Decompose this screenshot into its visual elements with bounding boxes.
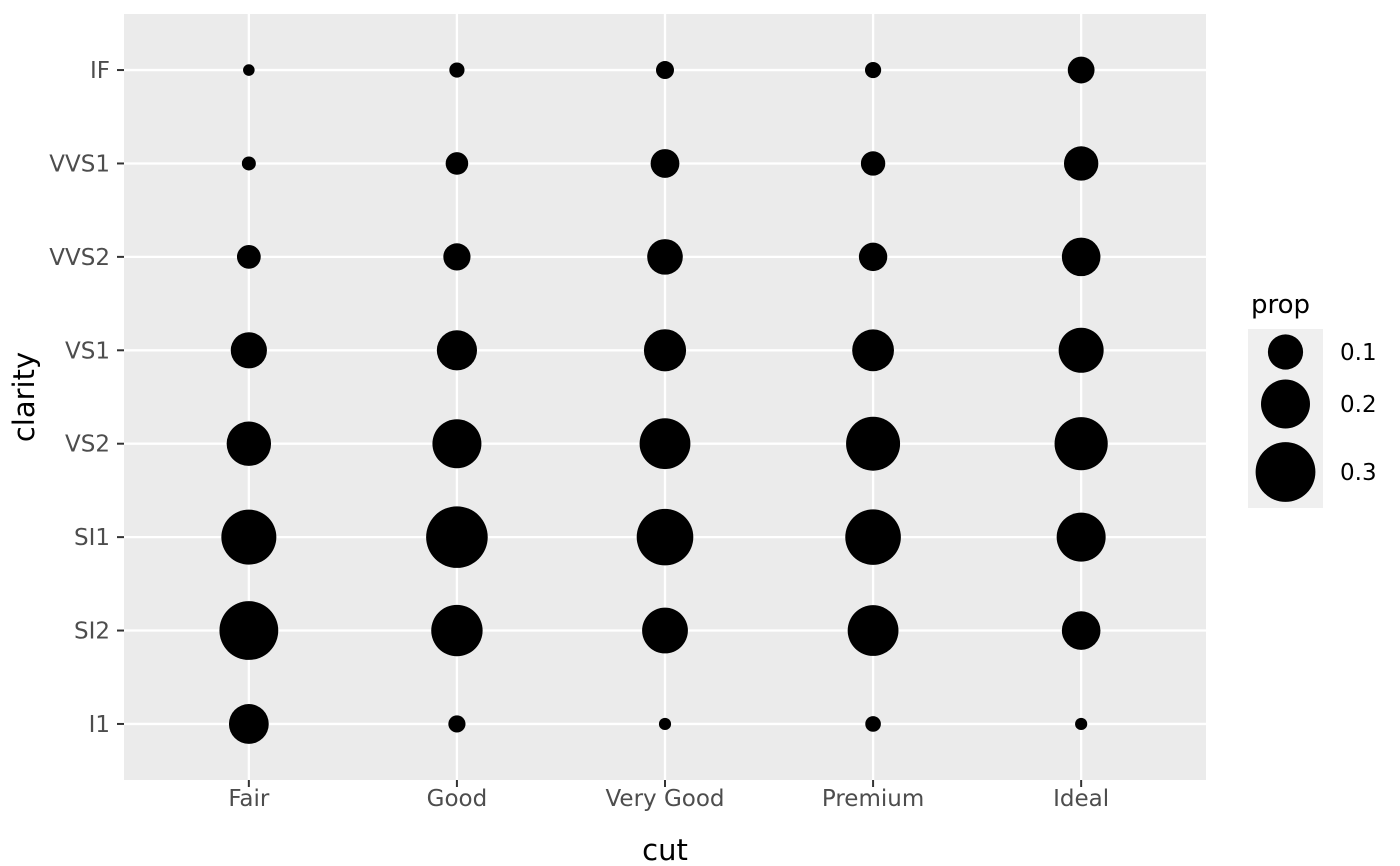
- legend-key-circle-0.2: [1261, 379, 1310, 429]
- bubble-VS1-Good: [436, 330, 478, 371]
- bubble-VVS1-Premium: [860, 151, 886, 176]
- bubble-I1-Premium: [865, 716, 881, 732]
- bubble-SI2-Ideal: [1061, 611, 1101, 650]
- bubble-VS2-Premium: [846, 416, 901, 471]
- y-axis-title: clarity: [7, 352, 41, 442]
- y-tick-label-si2: SI2: [74, 619, 110, 645]
- y-tick-label-vs1: VS1: [65, 338, 110, 364]
- bubble-SI1-Good: [426, 506, 488, 568]
- bubble-VS2-Fair: [226, 421, 272, 466]
- bubble-SI2-Very Good: [642, 607, 688, 654]
- x-tick-label-very-good: Very Good: [605, 786, 724, 812]
- bubble-SI2-Fair: [219, 601, 279, 660]
- bubble-VVS1-Very Good: [650, 149, 680, 178]
- x-axis-title: cut: [642, 833, 688, 866]
- bubble-VVS2-Very Good: [647, 239, 683, 275]
- y-tick-label-i1: I1: [89, 712, 110, 738]
- bubble-VVS2-Ideal: [1061, 237, 1101, 277]
- bubble-VVS2-Fair: [236, 244, 261, 269]
- y-tick-label-vs2: VS2: [65, 432, 110, 458]
- bubble-VS2-Good: [432, 419, 482, 469]
- bubble-VVS2-Good: [443, 243, 471, 271]
- bubble-I1-Very Good: [658, 717, 672, 731]
- bubble-SI1-Ideal: [1056, 512, 1106, 562]
- bubble-SI1-Premium: [845, 509, 901, 565]
- bubble-VS1-Ideal: [1058, 327, 1104, 373]
- bubble-VVS2-Premium: [858, 242, 888, 272]
- x-tick-label-fair: Fair: [228, 786, 270, 812]
- bubble-I1-Ideal: [1075, 717, 1088, 731]
- y-tick-label-vvs1: VVS1: [49, 151, 110, 177]
- legend-entry-label-0.1: 0.1: [1340, 340, 1377, 366]
- y-tick-label-si1: SI1: [74, 525, 110, 551]
- bubble-VS1-Premium: [852, 329, 894, 372]
- bubble-I1-Fair: [228, 704, 269, 744]
- bubble-SI1-Fair: [221, 509, 277, 565]
- bubble-VS1-Very Good: [643, 329, 687, 372]
- y-tick-label-if: IF: [90, 58, 110, 84]
- bubble-VVS1-Good: [445, 152, 469, 175]
- bubble-IF-Premium: [864, 61, 882, 79]
- x-tick-label-good: Good: [427, 786, 488, 812]
- bubble-I1-Good: [448, 715, 466, 733]
- bubble-IF-Very Good: [656, 61, 674, 80]
- legend-title: prop: [1251, 290, 1310, 320]
- bubble-IF-Ideal: [1067, 56, 1095, 84]
- bubble-VS2-Very Good: [639, 418, 691, 470]
- y-tick-label-vvs2: VVS2: [49, 245, 110, 271]
- legend-key-circle-0.1: [1267, 334, 1304, 370]
- bubble-IF-Fair: [243, 64, 255, 76]
- bubble-SI2-Premium: [847, 605, 899, 656]
- legend-entry-label-0.3: 0.3: [1340, 460, 1377, 486]
- bubble-SI1-Very Good: [636, 508, 694, 566]
- x-tick-label-premium: Premium: [822, 786, 924, 812]
- bubble-SI2-Good: [431, 604, 483, 657]
- legend-entry-label-0.2: 0.2: [1340, 392, 1377, 418]
- legend-key-circle-0.3: [1255, 442, 1316, 502]
- bubble-VS1-Fair: [230, 332, 267, 369]
- bubble-IF-Good: [449, 62, 465, 78]
- bubble-VVS1-Ideal: [1063, 146, 1099, 181]
- bubble-VVS1-Fair: [241, 156, 256, 171]
- x-tick-label-ideal: Ideal: [1053, 786, 1109, 812]
- bubble-VS2-Ideal: [1054, 417, 1108, 471]
